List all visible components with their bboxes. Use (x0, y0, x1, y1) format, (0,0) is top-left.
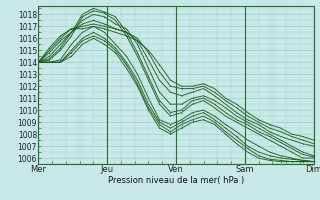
X-axis label: Pression niveau de la mer( hPa ): Pression niveau de la mer( hPa ) (108, 176, 244, 185)
